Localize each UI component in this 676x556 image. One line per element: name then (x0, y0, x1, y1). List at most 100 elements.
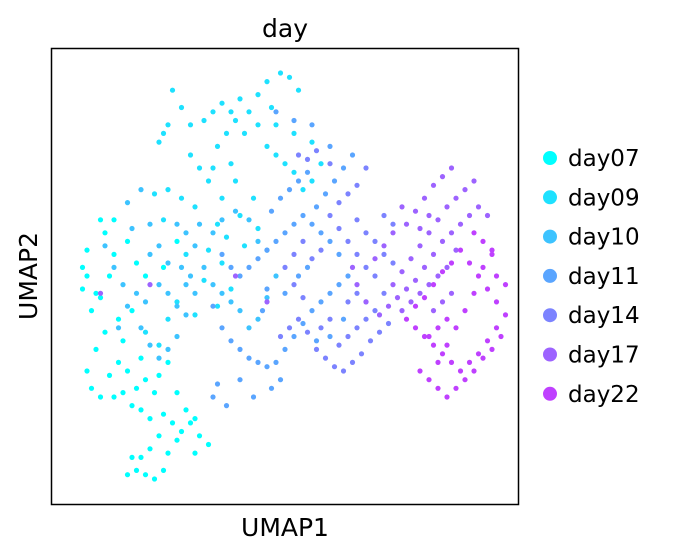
point-day14-11 (376, 329, 383, 335)
point-day09-4 (187, 152, 194, 158)
point-day07-46 (120, 338, 126, 344)
point-day14-4 (313, 346, 320, 352)
point-day11-4 (246, 355, 252, 361)
point-day14-7 (340, 368, 347, 374)
point-day09-3 (178, 195, 185, 201)
point-day07-23 (160, 411, 167, 417)
point-day11-0 (210, 303, 216, 309)
point-day10-35 (174, 221, 180, 227)
point-day11-42 (291, 117, 297, 124)
point-day17-35 (430, 182, 437, 188)
point-day10-17 (192, 290, 198, 296)
point-day14-9 (358, 351, 365, 357)
point-day22-25 (444, 394, 450, 400)
point-day17-3 (403, 286, 410, 292)
point-day10-39 (129, 225, 135, 232)
point-day17-6 (430, 251, 437, 257)
point-day14-25 (363, 264, 369, 270)
point-day22-1 (412, 325, 419, 331)
point-day14-6 (331, 364, 338, 370)
point-day22-34 (453, 325, 459, 331)
points-layer (79, 70, 509, 482)
point-day17-21 (399, 269, 405, 275)
point-day09-58 (174, 299, 180, 305)
point-day09-14 (273, 152, 279, 158)
point-day10-26 (273, 273, 279, 279)
point-day17-24 (426, 230, 432, 236)
point-day14-37 (336, 200, 342, 206)
point-day14-48 (327, 161, 333, 167)
point-day14-28 (336, 225, 342, 232)
point-day11-31 (277, 195, 284, 201)
point-day11-47 (210, 394, 216, 400)
legend-label-day17: day17 (568, 343, 640, 369)
point-day09-26 (286, 74, 293, 80)
point-day07-2 (84, 273, 90, 279)
point-day07-14 (115, 359, 122, 365)
point-day17-31 (426, 212, 432, 219)
point-day17-33 (412, 208, 419, 214)
point-day09-11 (246, 109, 252, 115)
point-day09-37 (160, 130, 167, 136)
point-day07-17 (129, 403, 135, 409)
point-day17-39 (390, 230, 396, 236)
point-day14-35 (291, 282, 297, 288)
point-day17-8 (448, 230, 455, 236)
point-day10-22 (237, 308, 243, 314)
point-day10-1 (111, 264, 117, 270)
point-day14-2 (295, 316, 302, 322)
point-day11-17 (327, 238, 333, 244)
point-day07-52 (102, 230, 108, 236)
point-day10-16 (138, 325, 144, 331)
point-day07-20 (142, 377, 149, 383)
point-day10-19 (210, 282, 216, 288)
point-day09-7 (214, 143, 221, 149)
point-day10-20 (219, 290, 225, 296)
point-day11-15 (345, 273, 351, 279)
point-day14-17 (318, 325, 324, 331)
legend: day07 day09 day10 day11 day14 day17 day22 (543, 146, 640, 408)
point-day14-10 (367, 338, 374, 344)
point-day09-49 (205, 247, 212, 253)
point-day11-57 (295, 273, 302, 279)
point-day17-44 (448, 290, 455, 296)
point-day22-21 (412, 303, 419, 309)
point-day07-21 (151, 390, 158, 396)
point-day11-46 (214, 381, 221, 387)
point-day14-29 (327, 212, 333, 219)
point-day09-23 (255, 92, 261, 98)
point-day07-43 (174, 390, 180, 396)
x-axis-label: UMAP1 (241, 513, 329, 542)
point-day17-1 (385, 303, 392, 309)
point-day07-47 (165, 359, 171, 365)
point-day09-21 (291, 130, 297, 136)
point-day09-1 (151, 191, 158, 197)
point-day22-43 (489, 247, 495, 253)
point-day07-5 (88, 308, 95, 314)
point-day07-33 (160, 467, 167, 473)
point-day17-14 (444, 264, 450, 270)
legend-label-day07: day07 (568, 146, 640, 172)
point-day17-7 (439, 238, 446, 244)
legend-item-day09: day09 (543, 185, 640, 211)
point-day07-15 (124, 368, 131, 374)
point-day10-40 (124, 200, 131, 206)
point-day09-32 (210, 109, 216, 115)
point-day17-49 (147, 282, 153, 288)
point-day22-23 (426, 377, 432, 383)
point-day09-43 (250, 195, 257, 201)
point-day10-13 (165, 346, 171, 352)
point-day22-9 (484, 338, 491, 344)
point-day14-12 (385, 320, 392, 327)
point-day11-30 (268, 208, 275, 214)
point-day17-42 (430, 308, 437, 314)
point-day09-39 (165, 122, 171, 128)
point-day14-23 (381, 290, 387, 296)
point-day17-32 (403, 221, 410, 227)
point-day07-4 (93, 290, 99, 296)
point-day14-44 (381, 212, 387, 219)
point-day22-39 (493, 273, 500, 279)
point-day11-12 (318, 299, 324, 305)
point-day11-22 (282, 230, 288, 236)
point-day17-2 (394, 295, 401, 301)
